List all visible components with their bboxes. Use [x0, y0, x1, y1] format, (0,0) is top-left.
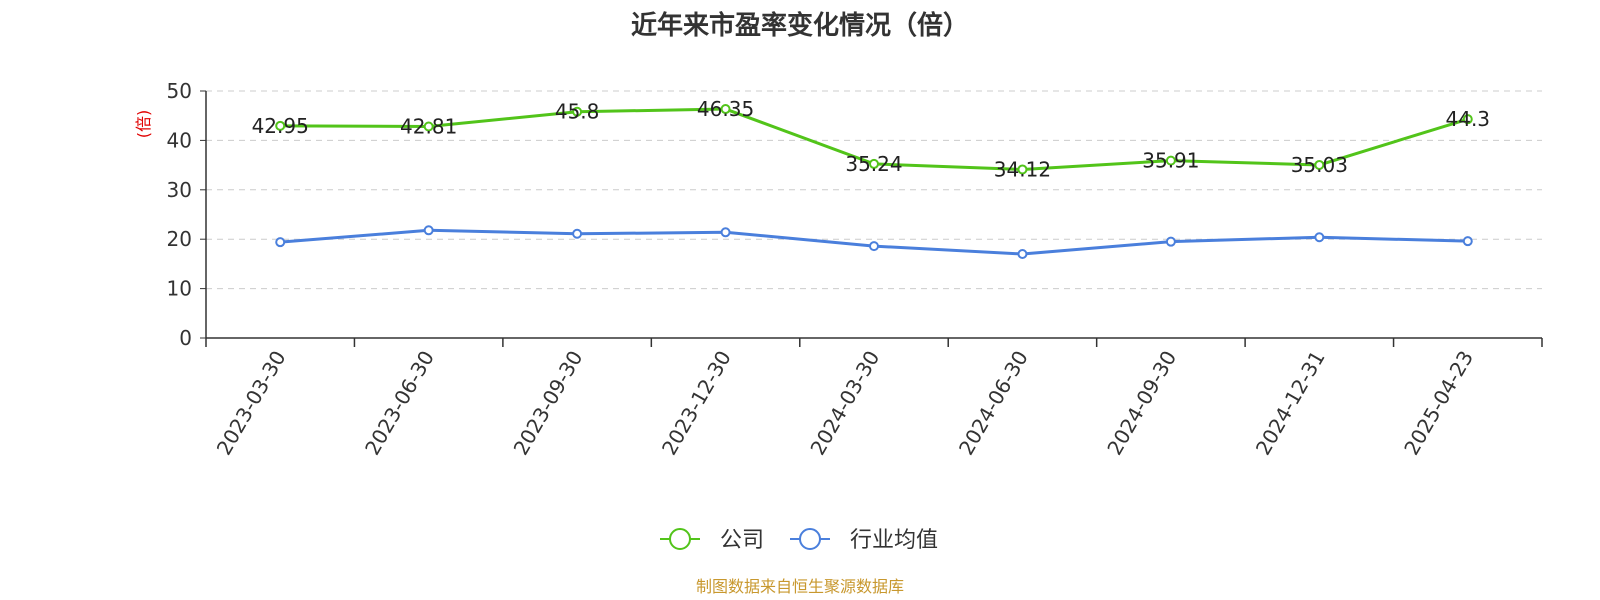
data-point-industry [869, 241, 879, 252]
x-tick-label: 2024-12-31 [1251, 347, 1330, 460]
data-label: 44.3 [1446, 107, 1491, 131]
data-point-industry [1017, 249, 1028, 260]
data-point-industry [1462, 236, 1473, 247]
legend-label-industry: 行业均值 [850, 528, 938, 553]
data-point-industry [1165, 236, 1176, 247]
data-point-company [275, 120, 286, 131]
data-point-industry [720, 227, 731, 238]
y-tick-label: 20 [167, 227, 192, 251]
y-tick-label: 10 [167, 277, 192, 301]
data-labels: 42.95 42.81 45.8 46.35 35.24 34.12 35.91 35.03 4… [252, 97, 1490, 181]
source-note: 制图数据来自恒生聚源数据库 [696, 577, 904, 596]
data-label: 35.24 [845, 152, 902, 176]
data-point-company [1017, 164, 1028, 175]
y-axis-label: (倍) [134, 110, 153, 139]
legend-item-company[interactable]: 公司 [660, 528, 764, 553]
x-tick-label: 2023-06-30 [360, 346, 439, 459]
data-point-industry [1314, 232, 1325, 243]
x-tick-label: 2024-03-30 [805, 347, 884, 460]
data-label: 42.81 [400, 115, 457, 139]
legend: 公司 行业均值 [660, 528, 938, 553]
legend-label-company: 公司 [720, 528, 764, 553]
y-tick-label: 50 [167, 79, 192, 103]
data-point-company [1462, 114, 1473, 125]
data-point-industry [275, 237, 286, 248]
data-label: 34.12 [994, 157, 1051, 181]
y-tick-label: 40 [167, 128, 192, 152]
data-label: 46.35 [697, 97, 754, 121]
data-point-company [572, 106, 583, 117]
y-tick-label: 30 [167, 178, 192, 202]
data-point-company [1165, 155, 1176, 166]
data-label: 35.91 [1142, 149, 1199, 173]
axes: 0 10 20 30 40 50 2023-03-30 2023-06-30 2023-09-3… [167, 79, 1543, 460]
x-tick-label: 2023-09-30 [509, 347, 588, 460]
x-tick-label: 2025-04-23 [1399, 347, 1478, 460]
y-tick-label: 0 [179, 326, 192, 350]
data-label: 35.03 [1291, 153, 1348, 177]
x-tick-label: 2023-12-30 [657, 347, 736, 460]
chart-title: 近年来市盈率变化情况（倍） [631, 10, 969, 41]
data-label: 45.8 [555, 100, 600, 124]
x-tick-label: 2023-03-30 [212, 347, 291, 460]
x-tick-label: 2024-09-30 [1102, 347, 1181, 460]
data-label: 42.95 [252, 114, 309, 138]
legend-item-industry[interactable]: 行业均值 [790, 528, 938, 553]
data-point-company [720, 104, 731, 115]
data-point-company [1314, 159, 1325, 170]
series-lines [275, 104, 1473, 260]
data-point-company [423, 121, 434, 132]
data-point-industry [423, 225, 434, 236]
data-point-industry [572, 228, 583, 239]
data-point-company [869, 158, 879, 169]
x-tick-label: 2024-06-30 [954, 347, 1033, 460]
